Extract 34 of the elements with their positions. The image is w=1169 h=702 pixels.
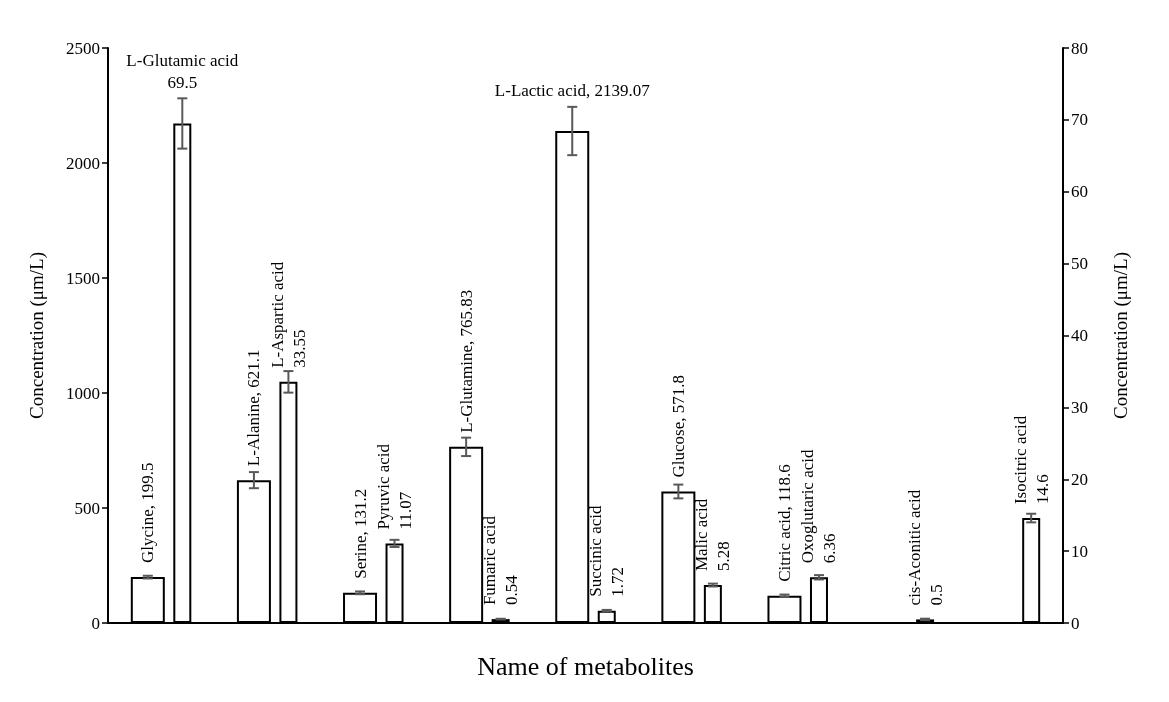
data-label: L-Lactic acid, 2139.07: [494, 80, 651, 100]
y2-axis-title: Concentration (μm/L): [1110, 252, 1132, 419]
y-tick-label: 0: [91, 613, 100, 633]
data-label: Glucose, 571.8: [668, 375, 688, 478]
data-label: Oxoglutaric acid 6.36: [798, 449, 840, 564]
y2-tick-label: 20: [1071, 469, 1088, 489]
y-tick-label: 2500: [66, 38, 100, 58]
data-label: Fumaric acid 0.54: [480, 515, 522, 606]
data-label: L-Glutamic acid 69.5: [126, 50, 239, 92]
data-label: L-Aspartic acid 33.55: [267, 261, 309, 368]
data-label: L-Alanine, 621.1: [244, 349, 264, 467]
y-tick-label: 1000: [66, 383, 100, 403]
y2-tick-label: 80: [1071, 38, 1088, 58]
y2-tick-label: 40: [1071, 326, 1088, 345]
y-tick-label: 2000: [66, 153, 100, 173]
y2-tick-label: 10: [1071, 541, 1088, 561]
y-tick-label: 500: [74, 498, 100, 518]
x-axis-title: Name of metabolites: [477, 651, 694, 681]
y2-tick-label: 70: [1071, 110, 1088, 130]
data-label: Succinic acid 1.72: [586, 505, 628, 597]
data-label: Isocitric acid 14.6: [1010, 415, 1052, 505]
data-label: Serine, 131.2: [350, 488, 370, 579]
data-label: Citric acid, 118.6: [774, 464, 794, 582]
data-label: Glycine, 199.5: [138, 462, 158, 564]
data-label: Pyruvic acid 11.07: [374, 443, 416, 530]
data-label: L-Glutamine, 765.83: [456, 289, 476, 433]
data-label: cis-Aconitic acid 0.5: [904, 489, 946, 606]
data-label: Malic acid 5.28: [692, 498, 734, 572]
y2-tick-label: 0: [1071, 613, 1080, 633]
y-tick-label: 1500: [66, 268, 100, 288]
y2-tick-label: 50: [1071, 254, 1088, 274]
y-axis-title: Concentration (μm/L): [26, 252, 48, 419]
y2-tick-label: 30: [1071, 397, 1088, 417]
y2-tick-label: 60: [1071, 182, 1088, 202]
